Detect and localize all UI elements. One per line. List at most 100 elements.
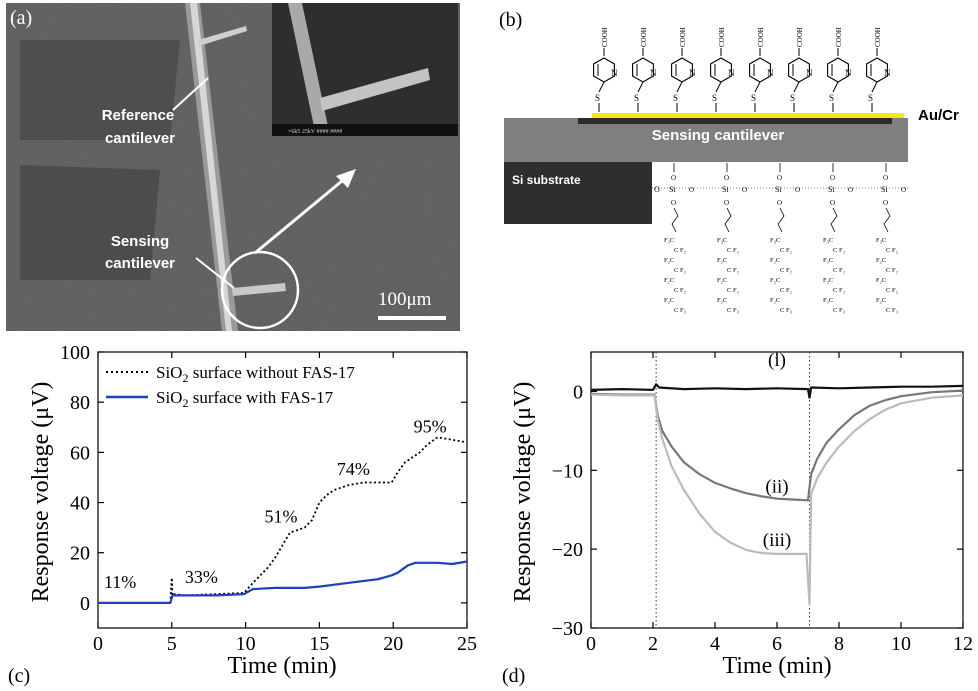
- panel-d-xtick-label: 4: [710, 633, 720, 655]
- fluorocarbon-group: F₂C: [823, 257, 833, 264]
- fluorocarbon-group: F₂C: [717, 297, 727, 304]
- bond: [832, 81, 839, 93]
- panel-c-series-line-0: [98, 436, 467, 604]
- panel-d-xtick-label: 12: [953, 633, 973, 655]
- panel-c-label: (c): [8, 665, 30, 687]
- thiol-molecule: COOH N S: [593, 27, 618, 112]
- fluorocarbon-group: F₂C: [664, 257, 674, 264]
- thiol-sulfur: S: [712, 93, 717, 103]
- fluorocarbon-group: C F₃: [833, 307, 845, 314]
- inset-footer-text: ×6k5 25kV #### ####: [288, 129, 342, 135]
- panel-d-xlabel: Time (min): [722, 653, 831, 679]
- panel-c-xlabel: Time (min): [227, 653, 336, 679]
- ring-nitrogen: N: [845, 68, 852, 78]
- cooh-label: COOH: [640, 27, 648, 47]
- fluorocarbon-group: F₂C: [664, 297, 674, 304]
- reference-pointer: [172, 77, 209, 111]
- thiol-molecule: COOH N S: [827, 27, 852, 112]
- ring-nitrogen: N: [728, 68, 735, 78]
- cooh-label: COOH: [718, 27, 726, 47]
- panel-c-ytick-label: 20: [70, 543, 90, 565]
- fluorocarbon-group: C F₂: [886, 247, 898, 254]
- reference-cantilever-shape: [198, 26, 247, 46]
- oxygen-atom: O: [724, 174, 729, 182]
- panel-d-curve-label: (ii): [765, 476, 788, 497]
- alkyl-chain: [883, 207, 891, 233]
- panel-d-ytick-label: 0: [573, 381, 583, 403]
- panel-c-ytick-label: 40: [70, 493, 90, 515]
- panel-c-ytick-label: 0: [80, 593, 90, 615]
- oxygen-atom: O: [724, 199, 729, 207]
- panel-c-xtick-label: 10: [236, 633, 256, 655]
- fluorocarbon-group: C F₂: [727, 247, 739, 254]
- silicon-atom: Si: [828, 185, 835, 194]
- fluorocarbon-group: C F₂: [727, 287, 739, 294]
- fluorocarbon-group: F₃C: [770, 237, 780, 244]
- sensing-label-line2: cantilever: [105, 255, 175, 272]
- cooh-label: COOH: [835, 27, 843, 47]
- oxygen-atom: O: [777, 199, 782, 207]
- panel-c-annotation: 74%: [337, 459, 370, 479]
- fluorocarbon-group: C F₂: [727, 267, 739, 274]
- oxygen-atom: O: [742, 186, 747, 194]
- panel-d-xtick-label: 8: [834, 633, 844, 655]
- ring-nitrogen: N: [884, 68, 891, 78]
- thiol-sulfur: S: [595, 93, 600, 103]
- oxygen-atom: O: [830, 199, 835, 207]
- fluorocarbon-group: F₂C: [717, 257, 727, 264]
- oxygen-atom: O: [777, 174, 782, 182]
- legend-label-with: SiO2 surface with FAS-17: [156, 388, 334, 410]
- thiol-molecule: COOH N S: [632, 27, 657, 112]
- panel-c-xtick-label: 25: [457, 633, 477, 655]
- silicon-atom: Si: [881, 185, 888, 194]
- bond: [598, 81, 605, 93]
- fluorocarbon-group: F₂C: [876, 277, 886, 284]
- oxygen-atom: O: [671, 199, 676, 207]
- bond: [676, 81, 683, 93]
- bond: [754, 81, 761, 93]
- sem-pad-upper: [20, 40, 180, 140]
- panel-d-labels: (i) (ii) (iii): [763, 350, 792, 551]
- scale-bar: [378, 316, 446, 320]
- fluorocarbon-group: C F₂: [780, 267, 792, 274]
- au-cr-layer: [592, 113, 904, 118]
- fluorocarbon-group: C F₂: [674, 247, 686, 254]
- ring-nitrogen: N: [611, 68, 618, 78]
- cooh-label: COOH: [874, 27, 882, 47]
- cooh-label: COOH: [601, 27, 609, 47]
- bond: [715, 81, 722, 93]
- sensing-pointer: [195, 257, 235, 289]
- panel-a: ×6k5 25kV #### #### Reference cantilever…: [6, 3, 460, 331]
- oxygen-atom: O: [883, 199, 888, 207]
- fluorocarbon-group: C F₂: [833, 247, 845, 254]
- thiol-sulfur: S: [673, 93, 678, 103]
- fluorocarbon-group: C F₂: [780, 247, 792, 254]
- fluorocarbon-group: C F₂: [886, 287, 898, 294]
- panel-d-xtick-label: 2: [648, 633, 658, 655]
- sensing-cantilever-label: Sensing cantilever: [652, 127, 785, 144]
- inset-cantilever: [320, 68, 430, 111]
- panel-d-xtick-label: 6: [772, 633, 782, 655]
- thiol-molecule: COOH N S: [866, 27, 891, 112]
- cr-layer: [578, 118, 892, 124]
- panel-c-annotation: 11%: [104, 572, 136, 592]
- thiol-sulfur: S: [868, 93, 873, 103]
- ring-nitrogen: N: [806, 68, 813, 78]
- fluorocarbon-group: C F₃: [780, 307, 792, 314]
- panel-d-xtick-label: 10: [891, 633, 911, 655]
- panel-d-ylabel: Response voltage (μV): [510, 382, 536, 603]
- panel-d-axes: 0 2 4 6 8 10 12 −30 −20 −10 0: [552, 352, 973, 655]
- sensing-circle: [220, 250, 300, 330]
- bond: [871, 81, 878, 93]
- fluorocarbon-group: C F₃: [727, 307, 739, 314]
- inset-arrow-head: [336, 169, 356, 188]
- silicon-atom: Si: [775, 185, 782, 194]
- panel-c-plot-frame: [97, 351, 468, 629]
- fluorocarbon-group: C F₂: [833, 267, 845, 274]
- thiol-sulfur: S: [751, 93, 756, 103]
- thiol-molecule: COOH N S: [749, 27, 774, 112]
- bond: [793, 81, 800, 93]
- si-substrate-block: [504, 162, 652, 224]
- fluorocarbon-group: F₂C: [770, 257, 780, 264]
